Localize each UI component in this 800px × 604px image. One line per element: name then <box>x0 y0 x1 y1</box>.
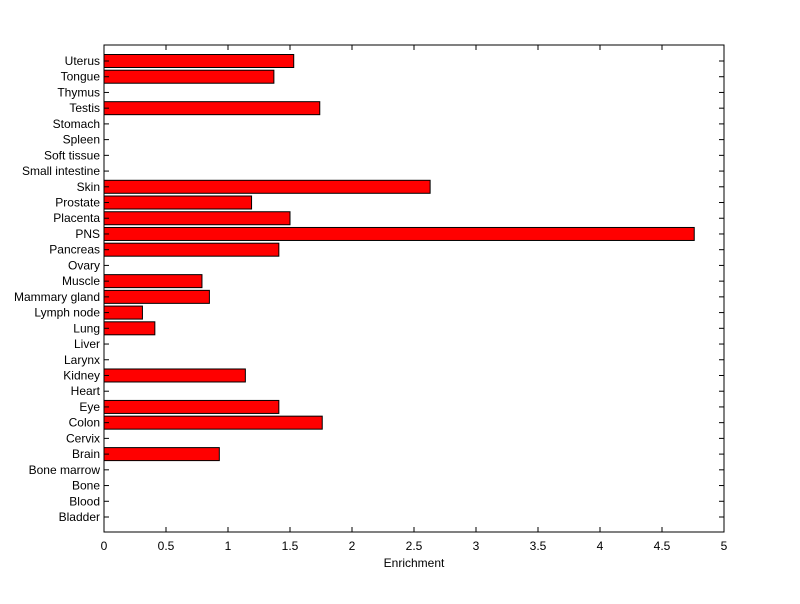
bar-lung <box>103 321 156 336</box>
y-tick-label: Muscle <box>62 274 100 288</box>
y-tick-label: Pancreas <box>49 243 100 257</box>
y-tick-label: Stomach <box>53 117 100 131</box>
y-tick-label: Kidney <box>63 368 100 382</box>
y-tick-label: Lymph node <box>34 306 100 320</box>
x-axis-label: Enrichment <box>384 556 445 570</box>
y-tick-label: Thymus <box>57 85 100 99</box>
x-tick-label: 1.5 <box>282 539 299 553</box>
y-tick-label: Spleen <box>63 133 100 147</box>
y-tick-label: PNS <box>75 227 100 241</box>
bar-eye <box>103 399 280 414</box>
bar-testis <box>103 101 321 116</box>
y-tick-label: Heart <box>71 384 101 398</box>
y-tick-label: Ovary <box>68 258 100 272</box>
x-tick-label: 2 <box>349 539 356 553</box>
bar-colon <box>103 415 323 430</box>
y-tick-label: Skin <box>77 180 100 194</box>
y-tick-label: Prostate <box>55 196 100 210</box>
y-tick-label: Bladder <box>59 510 100 524</box>
y-tick-label: Brain <box>72 447 100 461</box>
bar-prostate <box>103 195 253 210</box>
bar-uterus <box>103 54 295 68</box>
y-tick-label: Larynx <box>64 353 100 367</box>
bar-tongue <box>103 69 275 84</box>
y-tick-label: Mammary gland <box>14 290 100 304</box>
x-tick-label: 0 <box>101 539 108 553</box>
bar-mammary-gland <box>103 289 210 304</box>
x-tick-label: 3.5 <box>530 539 547 553</box>
x-tick-label: 3 <box>473 539 480 553</box>
x-tick-label: 1 <box>225 539 232 553</box>
y-tick-label: Blood <box>69 494 100 508</box>
x-tick-label: 4.5 <box>654 539 671 553</box>
y-tick-label: Liver <box>74 337 100 351</box>
y-tick-label: Bone marrow <box>29 463 101 477</box>
y-tick-label: Small intestine <box>22 164 100 178</box>
bar-muscle <box>103 274 203 289</box>
bar-placenta <box>103 211 291 226</box>
x-tick-label: 0.5 <box>158 539 175 553</box>
x-tick-label: 4 <box>597 539 604 553</box>
x-tick-label: 2.5 <box>406 539 423 553</box>
bar-brain <box>103 447 220 462</box>
x-tick-label: 5 <box>721 539 728 553</box>
bar-kidney <box>103 368 246 383</box>
y-tick-label: Bone <box>72 479 100 493</box>
y-tick-label: Uterus <box>65 54 100 68</box>
y-tick-label: Placenta <box>53 211 100 225</box>
y-tick-label: Lung <box>73 321 100 335</box>
bar-pns <box>103 226 695 241</box>
bar-lymph-node <box>103 305 143 320</box>
y-tick-label: Tongue <box>61 70 101 84</box>
y-tick-label: Eye <box>79 400 100 414</box>
y-tick-label: Colon <box>69 416 100 430</box>
y-tick-label: Cervix <box>66 431 100 445</box>
bar-pancreas <box>103 242 280 257</box>
y-tick-label: Testis <box>69 101 100 115</box>
y-tick-label: Soft tissue <box>44 148 100 162</box>
bar-skin <box>103 179 431 194</box>
